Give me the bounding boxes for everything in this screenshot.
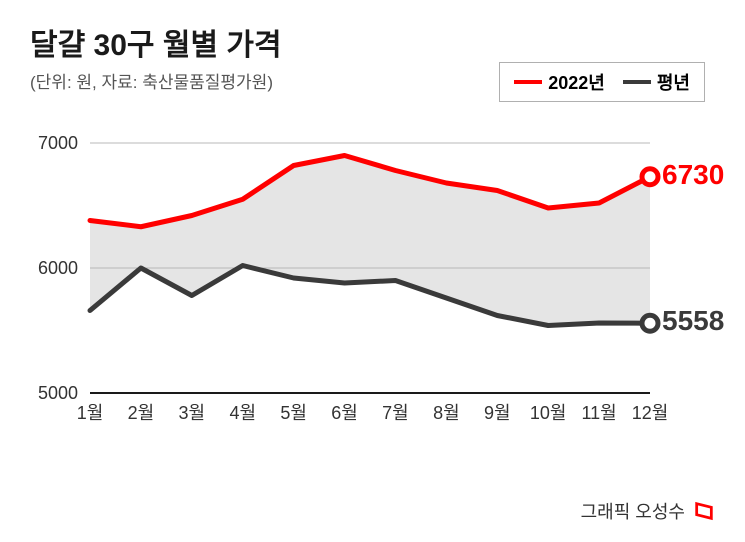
svg-text:1월: 1월: [77, 403, 104, 423]
svg-text:11월: 11월: [581, 403, 616, 423]
svg-text:2월: 2월: [128, 403, 155, 423]
svg-text:6월: 6월: [331, 403, 358, 423]
svg-text:5월: 5월: [280, 403, 307, 423]
line-chart-svg: 5000 6000 7000 1월 2월 3월 4월 5월 6월 7월 8월 9월 10월 11월 12월: [30, 113, 715, 443]
svg-text:3월: 3월: [179, 403, 206, 423]
svg-text:5000: 5000: [38, 383, 78, 403]
credit-text: 그래픽 오성수: [581, 498, 685, 524]
legend-swatch-2022: [514, 80, 542, 84]
svg-text:7월: 7월: [382, 403, 409, 423]
legend-item-avg: 평년: [623, 69, 690, 95]
svg-text:10월: 10월: [530, 403, 567, 423]
end-label-avg: 5558: [662, 305, 724, 337]
credit: 그래픽 오성수: [581, 498, 715, 524]
svg-text:7000: 7000: [38, 133, 78, 153]
legend-label-avg: 평년: [657, 69, 690, 95]
end-label-2022: 6730: [662, 159, 724, 191]
legend-item-2022: 2022년: [514, 69, 605, 95]
svg-text:8월: 8월: [433, 403, 460, 423]
chart-area: 5000600070001월2월3월4월5월6월7월8월9월10월11월12월 …: [30, 113, 715, 443]
svg-text:6000: 6000: [38, 258, 78, 278]
svg-text:9월: 9월: [484, 403, 511, 423]
legend-label-2022: 2022년: [548, 69, 605, 95]
svg-text:4월: 4월: [229, 403, 256, 423]
svg-text:12월: 12월: [632, 403, 669, 423]
chart-title: 달걀 30구 월별 가격: [30, 20, 715, 64]
legend-swatch-avg: [623, 80, 651, 84]
credit-logo-icon: [693, 500, 715, 522]
legend: 2022년 평년: [499, 62, 705, 102]
